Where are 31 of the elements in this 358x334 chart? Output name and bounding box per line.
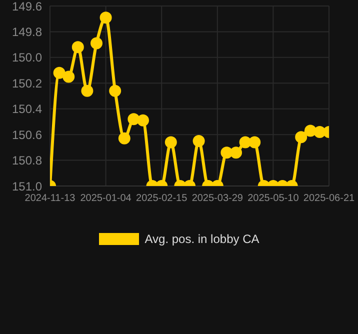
point bbox=[164, 136, 177, 148]
y-tick-label: 151.0 bbox=[12, 179, 42, 194]
point bbox=[128, 113, 140, 126]
y-tick-label: 150.6 bbox=[12, 128, 42, 142]
point bbox=[81, 84, 94, 97]
legend-label: Avg. pos. in lobby CA bbox=[144, 232, 260, 246]
point bbox=[53, 66, 66, 79]
point bbox=[248, 136, 261, 148]
x-tick-label: 2024-11-13 bbox=[24, 193, 76, 204]
x-tick-label: 2025-02-15 bbox=[136, 193, 188, 204]
point bbox=[239, 136, 252, 148]
y-tick-label: 150.0 bbox=[12, 50, 42, 65]
x-tick-label: 2025-03-29 bbox=[192, 193, 244, 204]
point bbox=[72, 41, 84, 54]
y-tick-label: 150.4 bbox=[12, 102, 42, 116]
point bbox=[304, 124, 316, 137]
point bbox=[295, 131, 308, 144]
y-tick-label: 149.6 bbox=[12, 0, 42, 14]
x-tick-label: 2025-05-10 bbox=[248, 193, 300, 204]
y-tick-label: 150.2 bbox=[12, 76, 42, 90]
point bbox=[109, 84, 122, 97]
point bbox=[192, 135, 205, 147]
point bbox=[90, 37, 102, 50]
point bbox=[137, 114, 149, 126]
point bbox=[118, 132, 130, 144]
point bbox=[62, 70, 75, 83]
x-tick-label: 2025-01-04 bbox=[80, 193, 132, 204]
y-tick-label: 149.8 bbox=[12, 24, 42, 39]
y-tick-label: 150.8 bbox=[12, 154, 42, 168]
x-tick-label: 2025-06-21 bbox=[303, 193, 356, 204]
point bbox=[314, 126, 326, 138]
